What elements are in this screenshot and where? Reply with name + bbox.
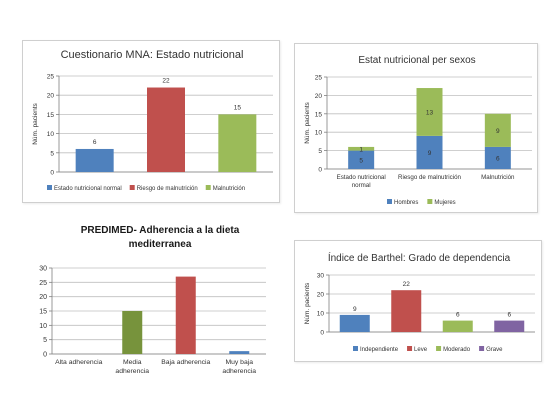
bar (442, 320, 473, 332)
bar (229, 351, 250, 354)
y-tick-label: 25 (47, 74, 55, 81)
barthel-chart: Índice de Barthel: Grado de dependencia 0… (304, 251, 535, 353)
bar (484, 146, 511, 169)
y-tick-label: 5 (43, 337, 47, 344)
data-label: 22 (403, 281, 411, 288)
legend-label: Leve (414, 347, 428, 353)
data-label: 6 (496, 155, 500, 162)
y-tick-label: 10 (317, 311, 325, 318)
predimed-chart: PREDIMED- Adherencia a la dieta mediterra… (39, 225, 266, 375)
y-tick-label: 0 (43, 352, 47, 359)
data-label: 9 (496, 128, 500, 135)
legend-label: Estado nutricional normal (54, 186, 122, 192)
y-tick-label: 20 (315, 93, 323, 100)
bar (494, 320, 525, 332)
data-label: 22 (162, 78, 170, 85)
bar (147, 87, 185, 172)
x-tick-label: Media adherencia (115, 359, 149, 375)
y-tick-label: 15 (39, 309, 47, 316)
bar (391, 290, 422, 332)
data-label: 6 (93, 139, 97, 146)
legend-label: Grave (486, 347, 503, 353)
y-tick-label: 20 (39, 294, 47, 301)
legend-swatch (407, 346, 413, 351)
data-label: 9 (353, 306, 357, 313)
predimed-chart-panel: PREDIMED- Adherencia a la dieta mediterra… (22, 222, 280, 382)
legend-swatch (205, 185, 211, 190)
legend-swatch (479, 346, 485, 351)
bar (75, 148, 114, 172)
bar (339, 314, 370, 332)
data-label: 6 (456, 312, 460, 319)
legend-label: Mujeres (434, 200, 455, 206)
y-tick-label: 5 (318, 148, 322, 155)
chart-title: Estat nutricional per sexos (358, 55, 475, 66)
data-label: 1 (359, 146, 363, 153)
legend-label: Moderado (443, 347, 471, 353)
y-tick-label: 0 (318, 167, 322, 174)
y-tick-label: 10 (47, 131, 55, 138)
legend-swatch (427, 199, 433, 204)
y-tick-label: 25 (315, 75, 323, 82)
sexos-chart-panel: Estat nutricional per sexos 0 5 10 15 20 25 Núm… (294, 43, 538, 213)
bar (175, 276, 196, 354)
y-tick-label: 0 (50, 170, 54, 177)
legend-swatch (129, 185, 135, 190)
y-axis-title: Núm. pacients (304, 282, 311, 324)
y-axis-title: Núm. pacients (304, 101, 311, 143)
legend-label: Malnutrición (213, 186, 245, 192)
y-tick-label: 25 (39, 280, 47, 287)
bar (122, 311, 143, 354)
legend-swatch (387, 199, 392, 204)
bar (416, 135, 443, 169)
y-tick-label: 0 (320, 330, 324, 337)
bar (416, 88, 443, 136)
x-tick-label: Baja adherencia (161, 359, 210, 366)
y-tick-label: 15 (315, 111, 323, 118)
bar (484, 113, 511, 147)
y-tick-label: 20 (47, 93, 55, 100)
x-tick-label: Alta adherencia (55, 359, 102, 366)
y-tick-label: 30 (317, 273, 325, 280)
y-axis-title: Núm. pacients (32, 102, 39, 144)
data-label: 13 (426, 109, 434, 116)
bar (218, 114, 257, 172)
legend-swatch (47, 185, 52, 190)
y-tick-label: 10 (315, 130, 323, 137)
sexos-chart: Estat nutricional per sexos0510152025Núm… (304, 55, 532, 206)
chart-title: PREDIMED- Adherencia a la dieta mediterra… (81, 225, 240, 250)
x-tick-label: Muy baja adherencia (222, 359, 256, 375)
legend-label: Independiente (360, 347, 399, 353)
y-tick-label: 30 (39, 266, 47, 273)
mna-chart: Cuestionario MNA: Estado nutricional 0 5 10… (32, 49, 273, 192)
barthel-chart-panel: Índice de Barthel: Grado de dependencia 0… (294, 240, 542, 362)
data-label: 9 (428, 150, 432, 157)
chart-title: Índice de Barthel: Grado de dependencia (328, 251, 511, 264)
x-tick-label: Estado nutricional normal (337, 174, 386, 189)
legend-swatch (353, 346, 358, 351)
data-label: 15 (234, 104, 242, 111)
bar (348, 146, 375, 151)
y-tick-label: 20 (317, 292, 325, 299)
y-tick-label: 5 (50, 150, 54, 157)
x-tick-label: Riesgo de malnutrición (398, 174, 461, 181)
chart-title: Cuestionario MNA: Estado nutricional (61, 49, 244, 61)
legend-swatch (436, 346, 442, 351)
bar (348, 150, 375, 169)
legend-label: Hombres (394, 200, 418, 206)
mna-chart-panel: Cuestionario MNA: Estado nutricional 0 5 10… (22, 40, 280, 203)
y-tick-label: 10 (39, 323, 47, 330)
x-tick-label: Malnutrición (481, 174, 515, 181)
data-label: 6 (507, 312, 511, 319)
data-label: 5 (359, 157, 363, 164)
legend-label: Riesgo de malnutrición (137, 186, 198, 192)
y-tick-label: 15 (47, 112, 55, 119)
